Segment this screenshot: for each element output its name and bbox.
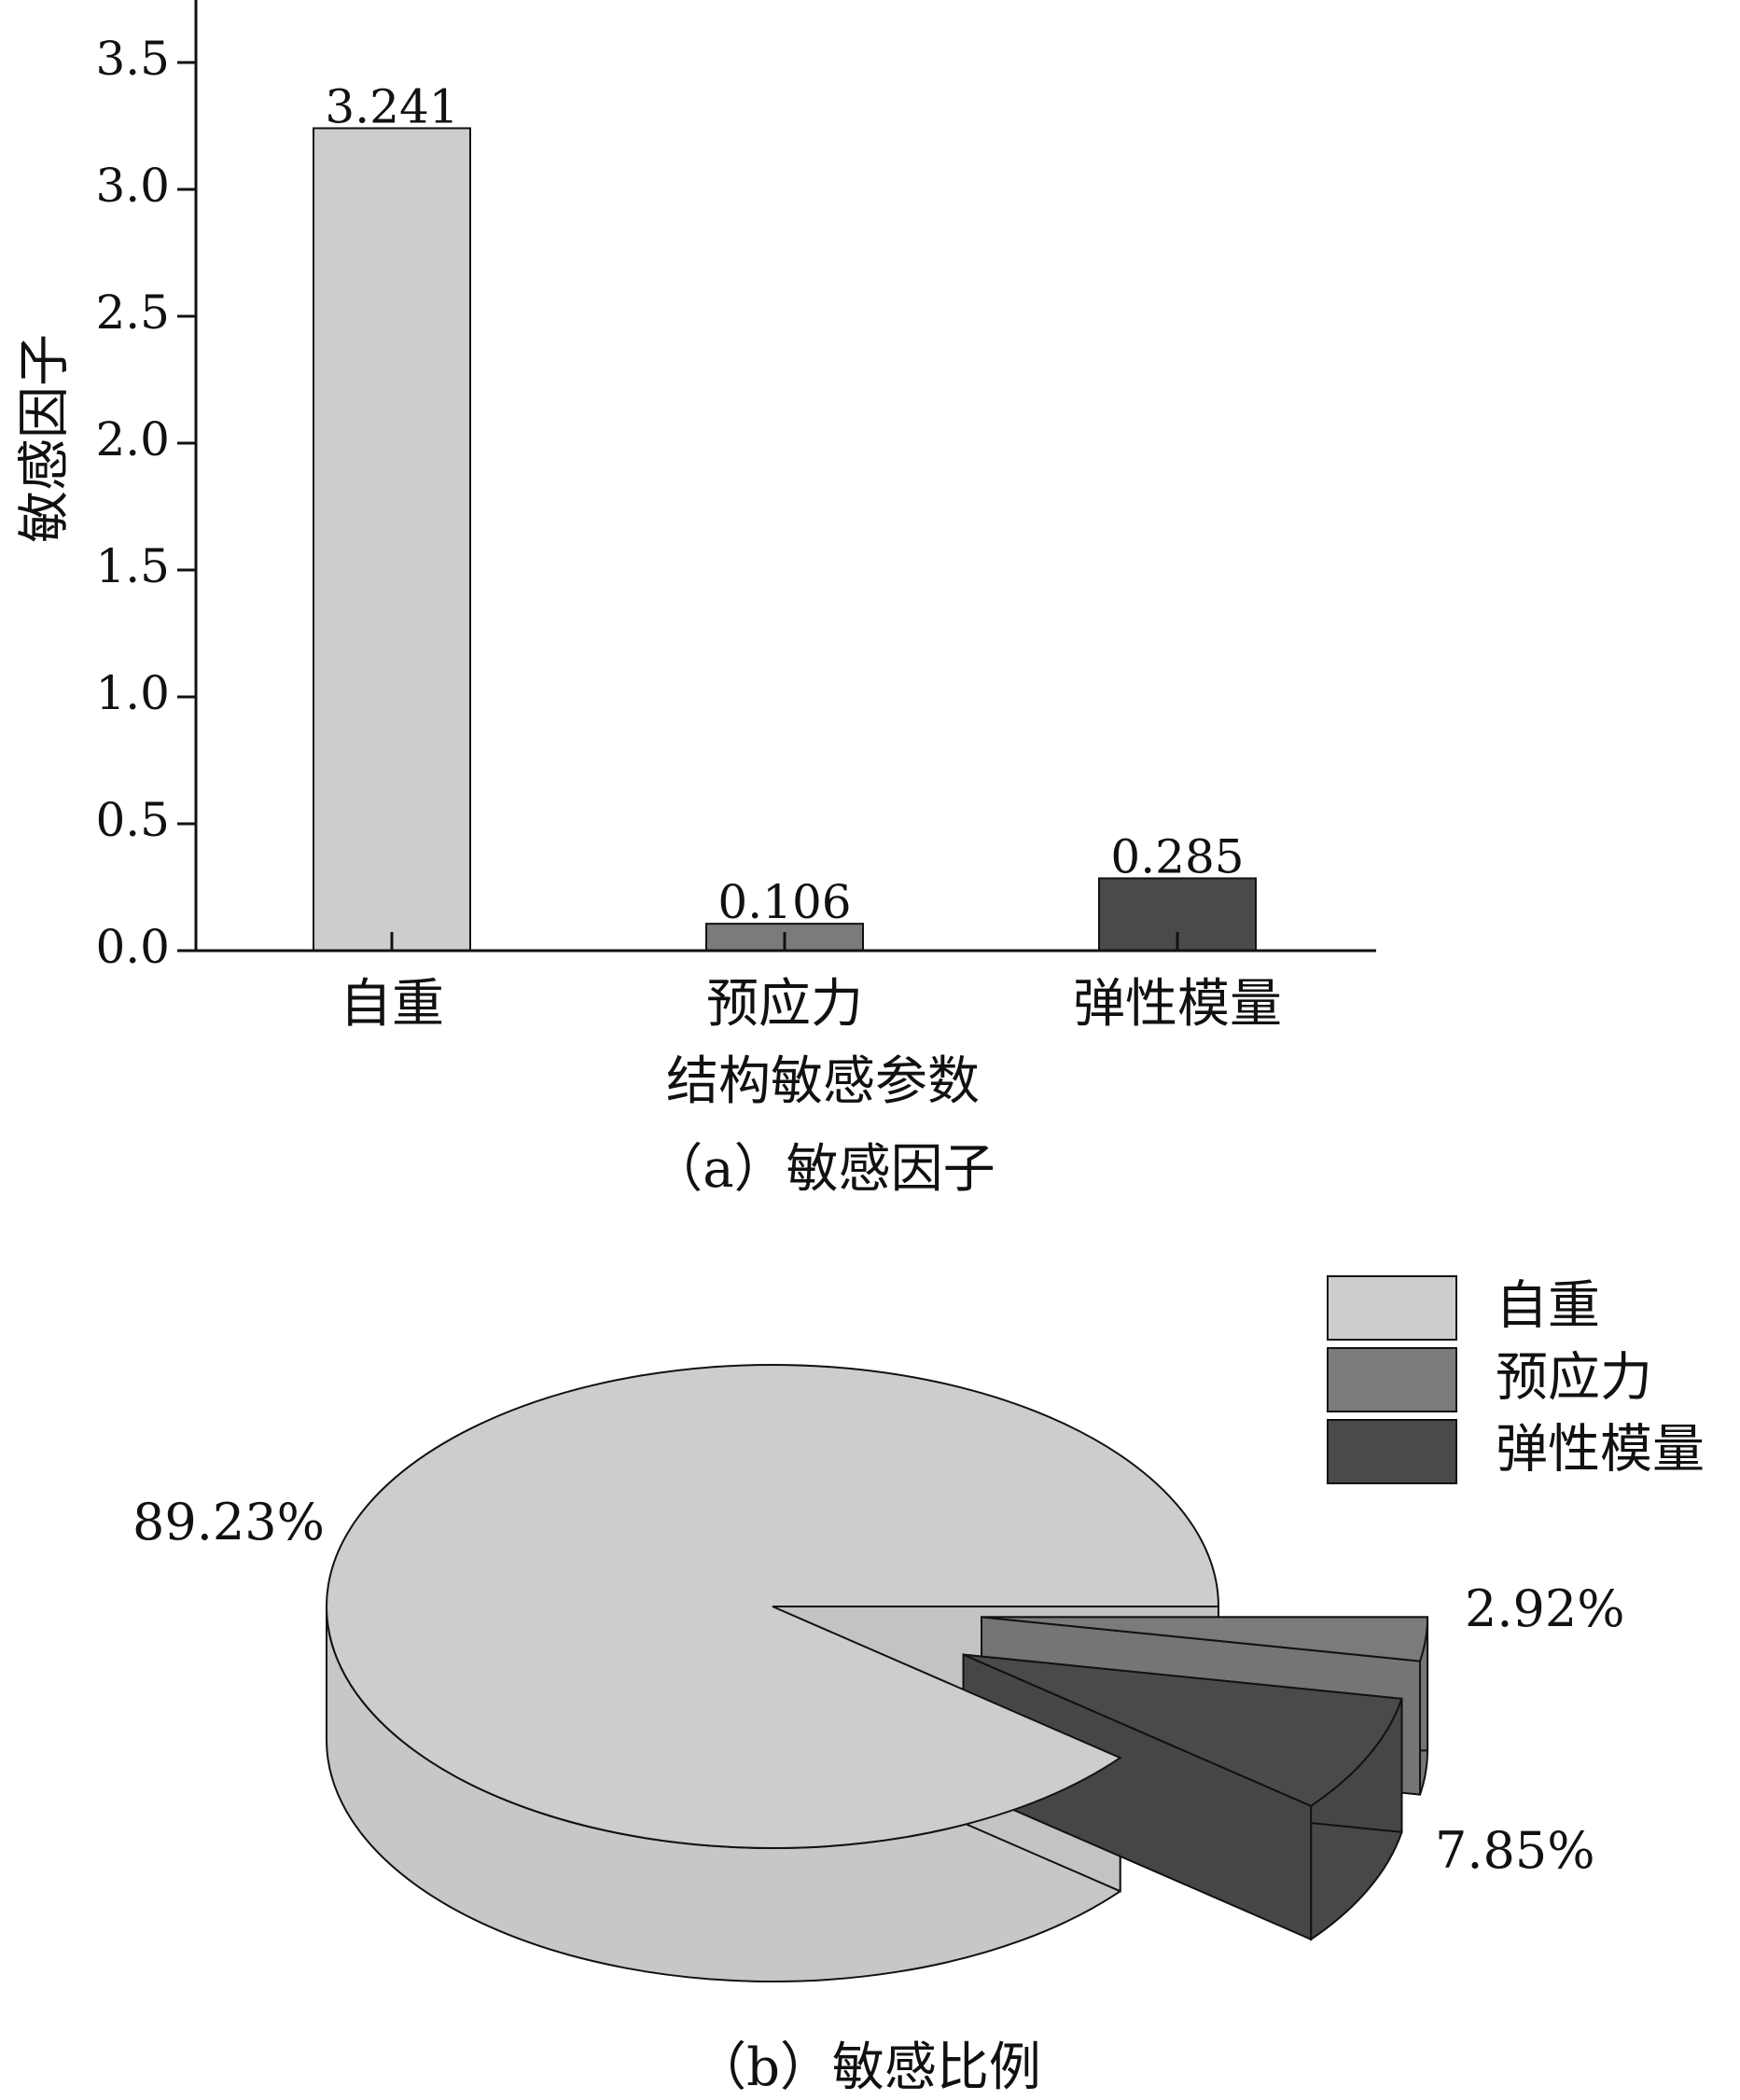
pie-slices [326,1364,1429,1982]
x-category-label: 自重 [340,974,444,1035]
y-tick-label: 3.0 [95,159,170,213]
pie-value-label: 89.23% [132,1493,325,1551]
bar-chart: 0.0 0.5 1.0 1.5 2.0 2.5 3.0 3.5 3.241 0.106 0.285… [15,0,1376,1200]
pie-value-label: 2.92% [1465,1579,1625,1638]
legend-label: 弹性模量 [1496,1420,1705,1481]
legend-swatch [1327,1275,1457,1341]
pie-slice [981,1616,1429,1662]
bar-value-label: 0.106 [717,875,851,929]
y-tick-label: 2.0 [95,412,170,466]
bars: 3.241 0.106 0.285 [313,79,1257,953]
x-axis-title: 结构敏感参数 [666,1051,980,1112]
legend-label: 预应力 [1496,1348,1652,1409]
legend-label: 自重 [1496,1276,1600,1337]
legend-swatch [1327,1347,1457,1412]
y-axis-title: 敏感因子 [15,334,76,543]
x-axis-categories: 自重 预应力 弹性模量 [340,932,1282,1035]
bar-value-label: 0.285 [1110,829,1244,883]
x-category-label: 弹性模量 [1073,974,1282,1035]
legend-swatch [1327,1419,1457,1484]
y-tick-label: 1.0 [95,666,170,720]
y-tick-label: 1.5 [95,539,170,593]
y-tick-label: 0.5 [95,793,170,847]
x-category-label: 预应力 [706,974,863,1035]
bar-value-label: 3.241 [325,79,458,133]
y-tick-label: 3.5 [95,32,170,86]
pie-slice [963,1653,1403,1807]
caption-b: （b）敏感比例 [694,2037,1041,2098]
y-axis-ticks: 0.0 0.5 1.0 1.5 2.0 2.5 3.0 3.5 [95,32,196,974]
y-tick-label: 2.5 [95,285,170,340]
pie-value-label: 7.85% [1435,1821,1595,1880]
y-tick-label: 0.0 [95,920,170,974]
bar [313,127,471,952]
caption-a: （a）敏感因子 [650,1139,995,1200]
pie-value-labels: 89.23% 2.92% 7.85% [132,1493,1625,1880]
pie-slice [326,1364,1220,1849]
